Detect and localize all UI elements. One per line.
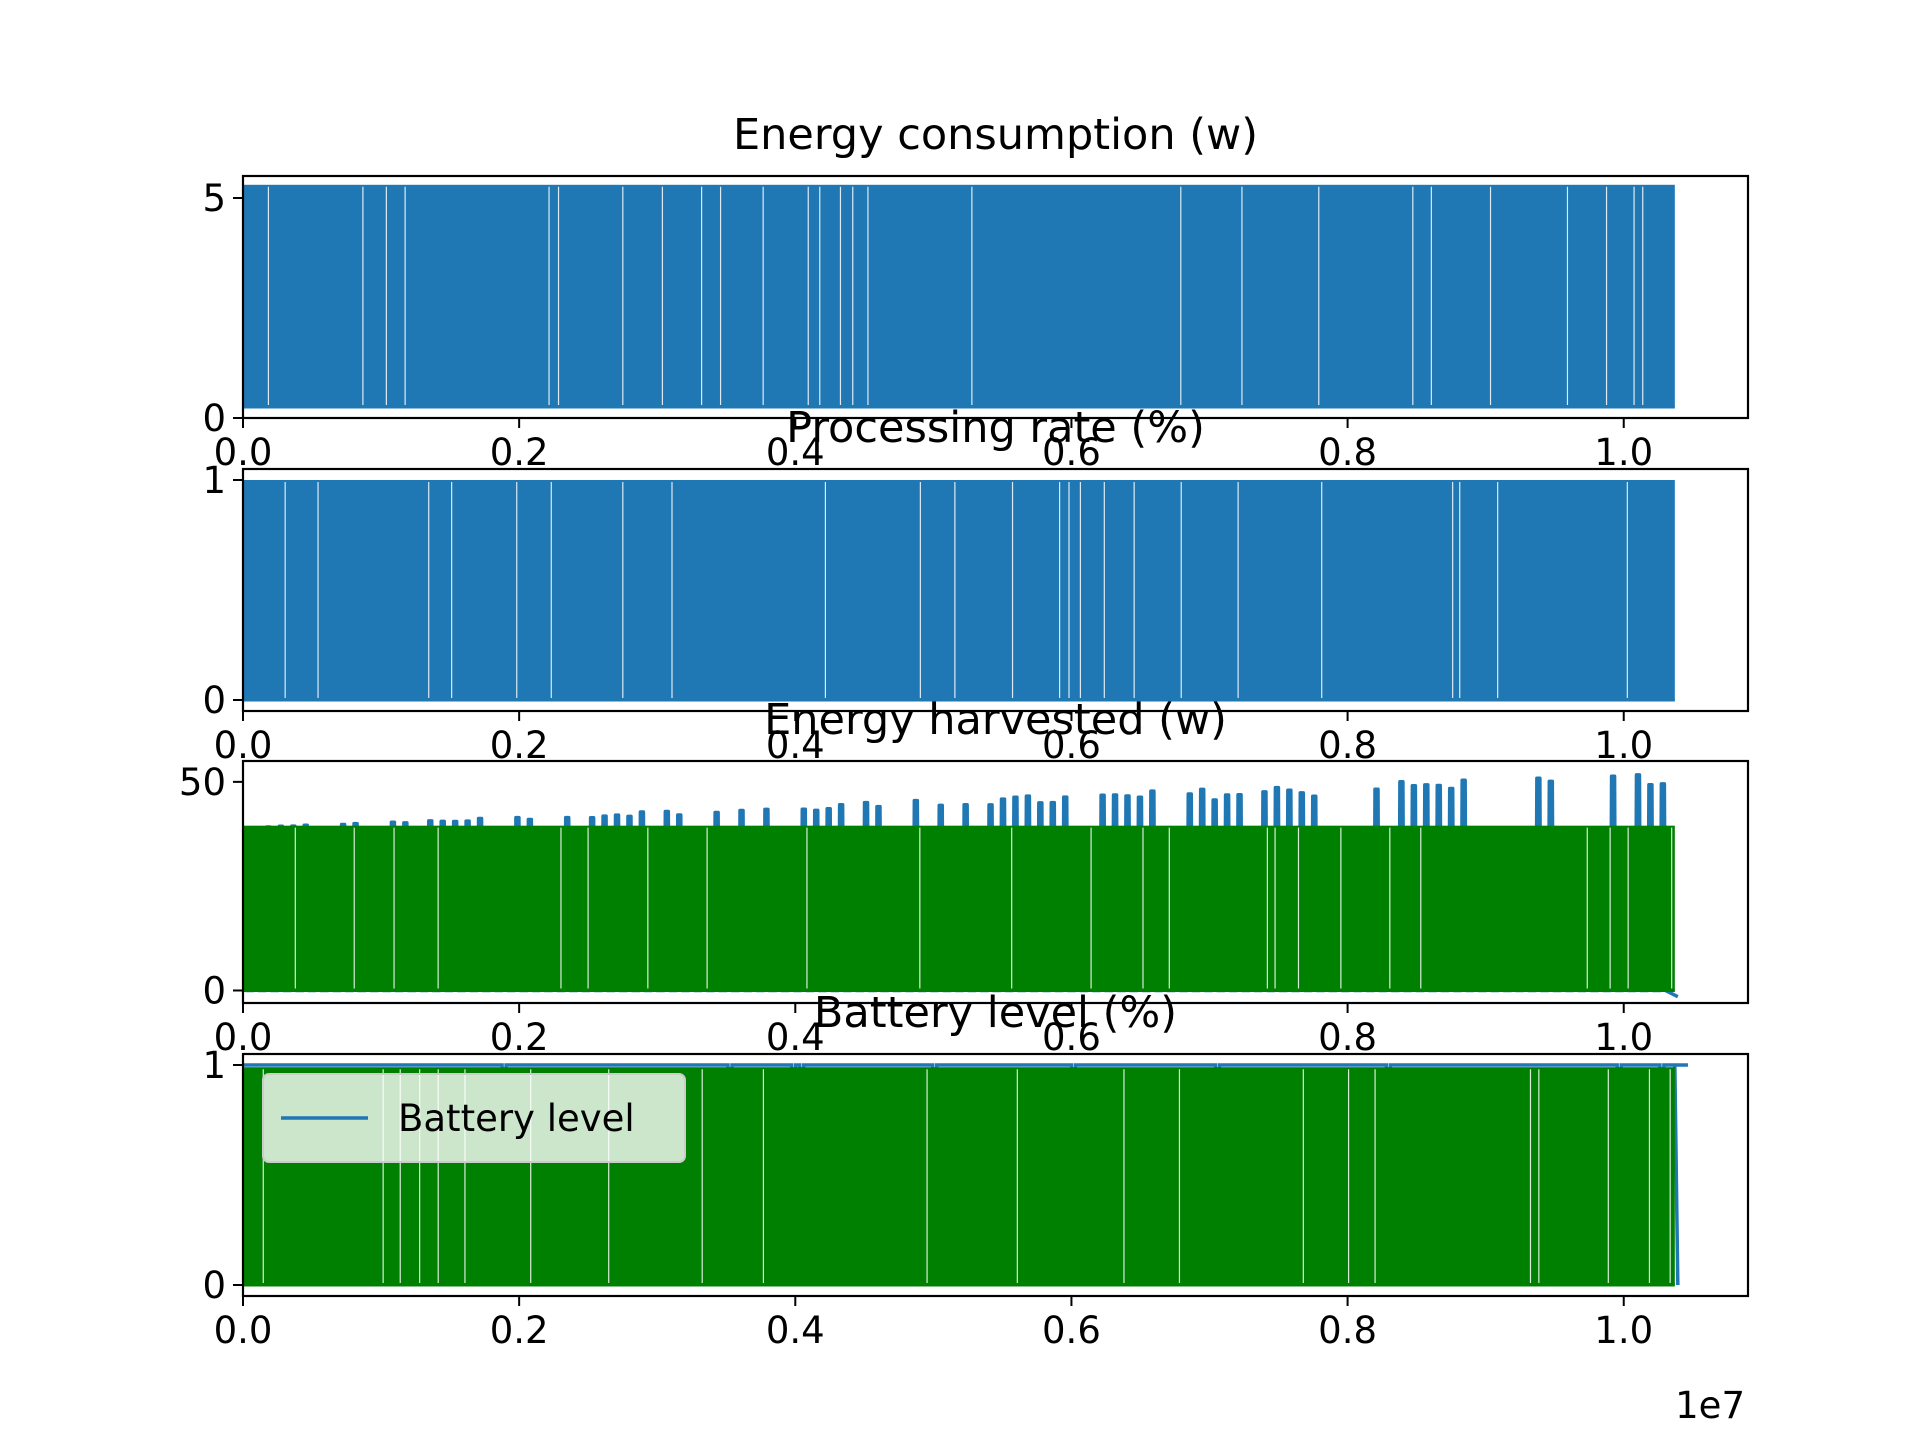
x-tick-label: 0.4	[766, 431, 825, 474]
chart-title: Processing rate (%)	[786, 403, 1205, 453]
x-tick-label: 0.8	[1318, 1016, 1377, 1059]
chart-panel-4: 0.0 0.2 0.4 0.6 0.8 1.0 0 1 Battery level (%) Bat…	[202, 988, 1750, 1352]
y-tick-label: 0	[202, 1264, 226, 1307]
x-tick-label: 0.2	[490, 1016, 549, 1059]
chart-panel-2: 0.0 0.2 0.4 0.6 0.8 1.0 0 1 Processing rate (%)	[202, 403, 1750, 767]
y-tick-label: 1	[202, 1044, 226, 1087]
plot-area	[243, 480, 1675, 702]
x-tick-label: 0.8	[1318, 724, 1377, 767]
chart-title: Energy harvested (w)	[764, 695, 1227, 745]
series-1-line	[243, 184, 1675, 407]
y-tick-label: 1	[202, 459, 226, 502]
chart-title: Battery level (%)	[814, 988, 1177, 1038]
y-tick-label: 50	[179, 761, 226, 804]
legend-label: Battery level	[398, 1097, 635, 1140]
legend: Battery level	[262, 1073, 686, 1163]
series-1-line	[243, 1063, 1688, 1286]
chart-panel-1: 0.0 0.2 0.4 0.6 0.8 1.0 0 5 Energy consumption (…	[202, 110, 1750, 474]
y-tick-label: 0	[202, 397, 226, 440]
axes-frame	[241, 759, 1750, 1005]
x-tick-label: 1.0	[1594, 724, 1653, 767]
series-2-line	[243, 825, 1675, 991]
x-tick-label: 0.0	[214, 1309, 273, 1352]
x-tick-label: 0.2	[490, 1309, 549, 1352]
y-tick-label: 0	[202, 969, 226, 1012]
chart-title: Energy consumption (w)	[733, 110, 1258, 160]
x-tick-label: 0.4	[766, 1016, 825, 1059]
x-tick-label: 0.6	[1042, 1016, 1101, 1059]
x-tick-label: 0.0	[214, 1016, 273, 1059]
x-tick-label: 0.2	[490, 724, 549, 767]
x-tick-label: 0.8	[1318, 1309, 1377, 1352]
x-tick-label: 1.0	[1594, 431, 1653, 474]
x-tick-label: 0.6	[1042, 431, 1101, 474]
x-tick-label: 0.8	[1318, 431, 1377, 474]
legend-box	[262, 1073, 686, 1163]
plot-area	[243, 773, 1679, 999]
y-tick-label: 0	[202, 679, 226, 722]
x-tick-label: 0.6	[1042, 724, 1101, 767]
axes-frame	[241, 1052, 1750, 1298]
x-tick-label: 0.0	[214, 431, 273, 474]
x-tick-label: 0.2	[490, 431, 549, 474]
x-offset-label: 1e7	[1675, 1384, 1745, 1427]
x-tick-label: 0.0	[214, 724, 273, 767]
chart-panel-3: 0.0 0.2 0.4 0.6 0.8 1.0 0 50 Energy harvested (w…	[179, 695, 1750, 1059]
plot-area	[243, 184, 1675, 409]
x-tick-label: 0.6	[1042, 1309, 1101, 1352]
x-tick-label: 0.4	[766, 724, 825, 767]
series-1-line	[243, 480, 1675, 700]
axes-frame	[241, 174, 1750, 420]
y-tick-label: 5	[202, 177, 226, 220]
x-tick-label: 1.0	[1594, 1016, 1653, 1059]
x-tick-label: 0.4	[766, 1309, 825, 1352]
x-tick-label: 1.0	[1594, 1309, 1653, 1352]
axes-frame	[241, 467, 1750, 713]
